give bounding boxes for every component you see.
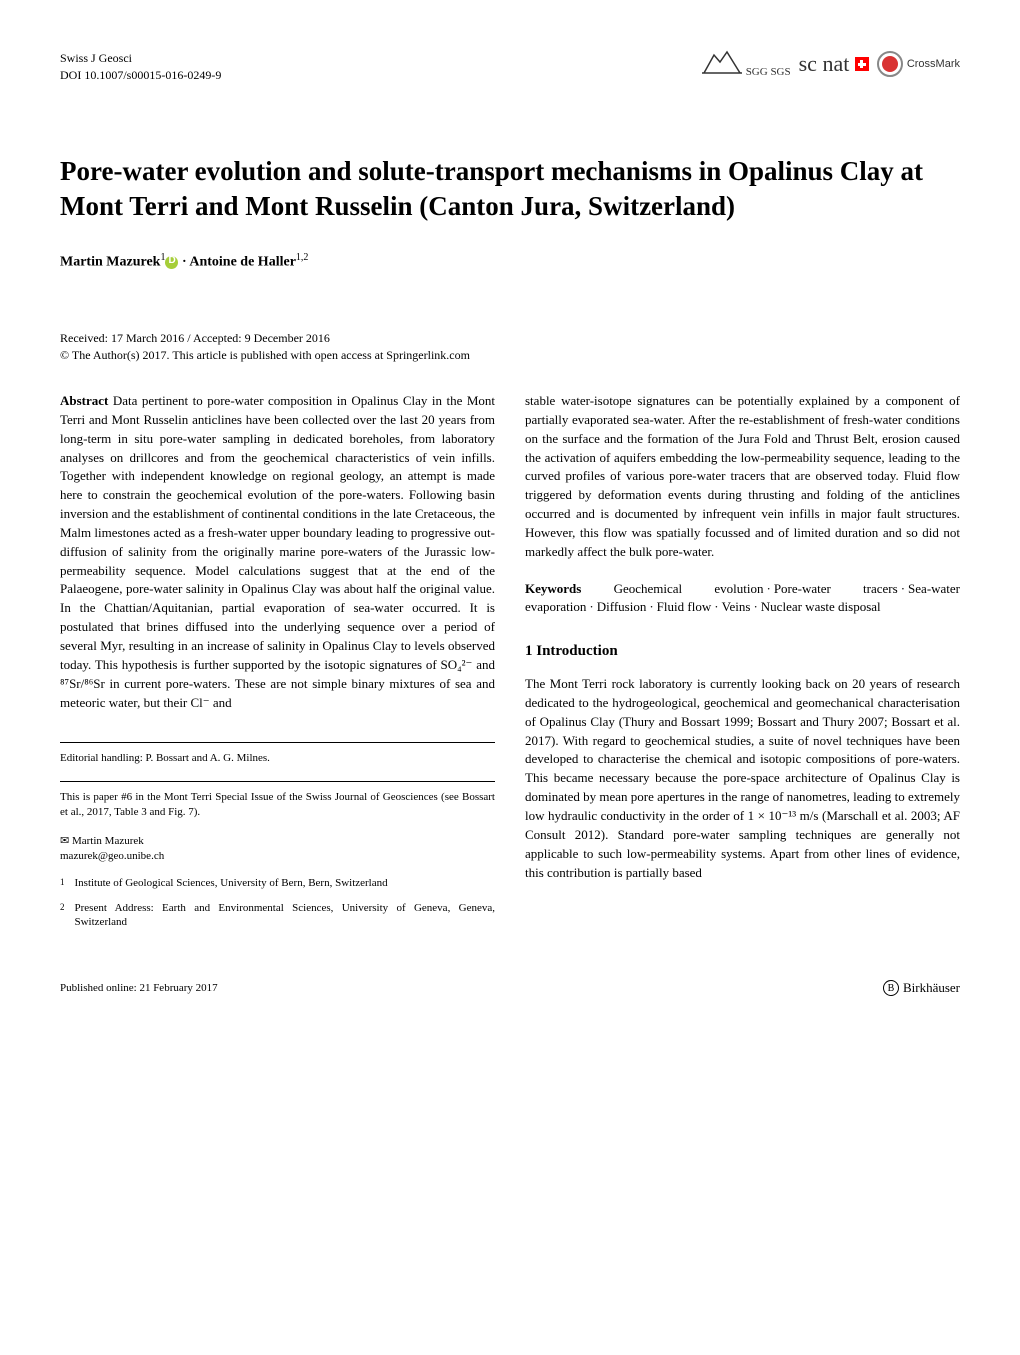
journal-name: Swiss J Geosci bbox=[60, 50, 221, 67]
crossmark-badge[interactable]: CrossMark bbox=[877, 51, 960, 77]
right-column: stable water-isotope signatures can be p… bbox=[525, 392, 960, 940]
sgg-logo: SGG SGS bbox=[702, 50, 791, 78]
mountain-icon bbox=[702, 50, 742, 75]
author-1: Martin Mazurek bbox=[60, 254, 160, 269]
scnat-logo-text: sc nat bbox=[799, 51, 869, 77]
received-accepted: Received: 17 March 2016 / Accepted: 9 De… bbox=[60, 330, 960, 347]
orcid-icon[interactable] bbox=[165, 256, 178, 269]
keywords-block: Keywords Geochemical evolution·Pore-wate… bbox=[525, 580, 960, 618]
published-online: Published online: 21 February 2017 bbox=[60, 982, 218, 994]
birkhauser-icon: B bbox=[883, 980, 899, 996]
header-logos: SGG SGS sc nat CrossMark bbox=[702, 50, 960, 78]
doi: DOI 10.1007/s00015-016-0249-9 bbox=[60, 67, 221, 84]
abstract-text-left: Data pertinent to pore-water composition… bbox=[60, 393, 495, 710]
abstract-block: Abstract Data pertinent to pore-water co… bbox=[60, 392, 495, 712]
keywords-list: Geochemical evolution·Pore-water tracers… bbox=[525, 581, 960, 615]
author-2: Antoine de Haller bbox=[189, 254, 296, 269]
abstract-label: Abstract bbox=[60, 393, 108, 408]
keywords-label: Keywords bbox=[525, 581, 581, 596]
crossmark-icon bbox=[877, 51, 903, 77]
publisher-logo: B Birkhäuser bbox=[883, 980, 960, 996]
corresponding-name: Martin Mazurek bbox=[72, 835, 144, 847]
sgg-label: SGG SGS bbox=[746, 66, 791, 78]
affiliations: 1 Institute of Geological Sciences, Univ… bbox=[60, 876, 495, 931]
section-1-heading: 1 Introduction bbox=[525, 641, 960, 663]
affiliation-2: 2 Present Address: Earth and Environment… bbox=[60, 901, 495, 931]
abstract-continuation: stable water-isotope signatures can be p… bbox=[525, 392, 960, 562]
corresponding-email: mazurek@geo.unibe.ch bbox=[60, 849, 495, 864]
editorial-handling: Editorial handling: P. Bossart and A. G.… bbox=[60, 742, 495, 767]
page-header: Swiss J Geosci DOI 10.1007/s00015-016-02… bbox=[60, 50, 960, 84]
envelope-icon: ✉ bbox=[60, 834, 69, 849]
crossmark-label: CrossMark bbox=[907, 58, 960, 70]
swiss-flag-icon bbox=[855, 57, 869, 71]
special-issue-note: This is paper #6 in the Mont Terri Speci… bbox=[60, 781, 495, 820]
section-1-body: The Mont Terri rock laboratory is curren… bbox=[525, 675, 960, 882]
page-footer: Published online: 21 February 2017 B Bir… bbox=[60, 980, 960, 996]
affiliation-1: 1 Institute of Geological Sciences, Univ… bbox=[60, 876, 495, 891]
publisher-name: Birkhäuser bbox=[903, 980, 960, 996]
left-column: Abstract Data pertinent to pore-water co… bbox=[60, 392, 495, 940]
journal-info: Swiss J Geosci DOI 10.1007/s00015-016-02… bbox=[60, 50, 221, 84]
copyright-line: © The Author(s) 2017. This article is pu… bbox=[60, 347, 960, 364]
two-column-layout: Abstract Data pertinent to pore-water co… bbox=[60, 392, 960, 940]
authors-line: Martin Mazurek1 · Antoine de Haller1,2 bbox=[60, 252, 960, 271]
article-title: Pore-water evolution and solute-transpor… bbox=[60, 154, 960, 224]
corresponding-author: ✉ Martin Mazurek mazurek@geo.unibe.ch bbox=[60, 834, 495, 864]
article-dates: Received: 17 March 2016 / Accepted: 9 De… bbox=[60, 330, 960, 364]
